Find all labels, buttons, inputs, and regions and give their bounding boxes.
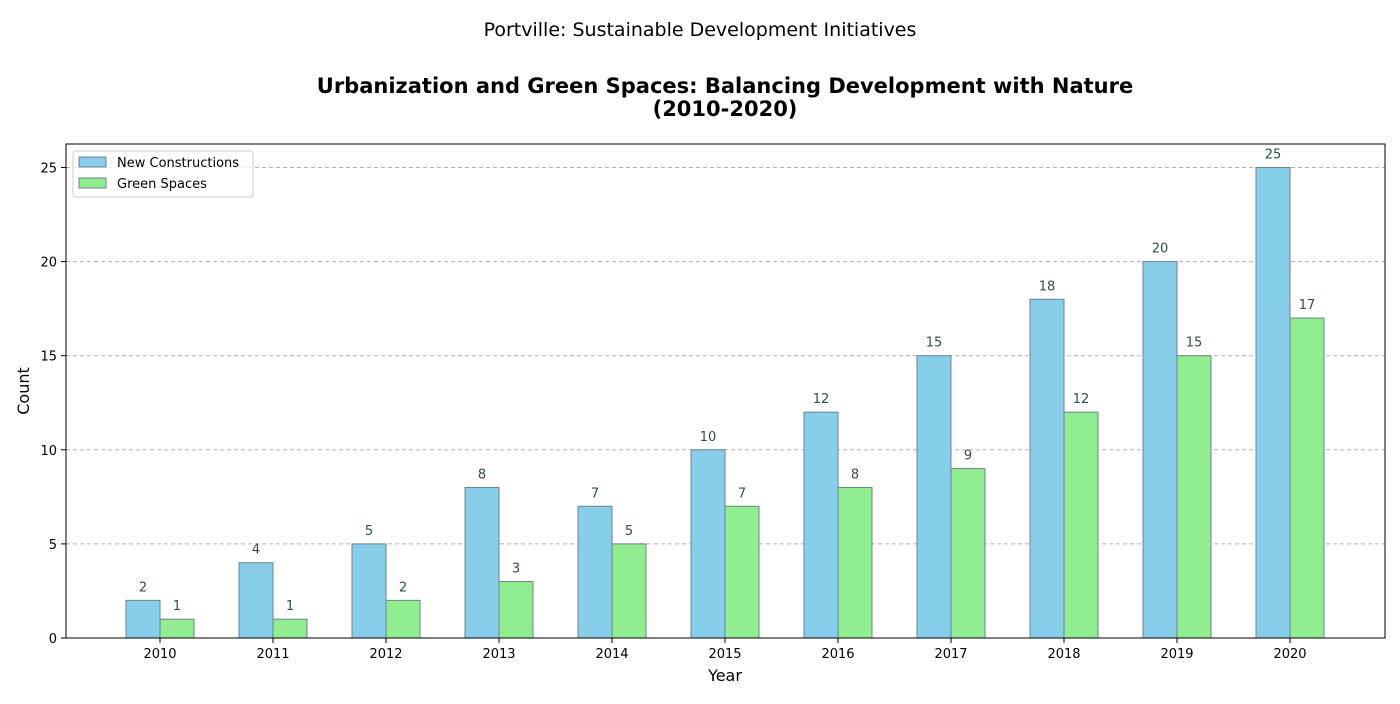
data-label: 8 xyxy=(851,467,859,482)
bar-green-spaces xyxy=(1176,355,1212,639)
y-tick-label: 5 xyxy=(49,538,57,553)
bar-green-spaces xyxy=(724,505,760,639)
bar-new-constructions xyxy=(1255,167,1291,639)
x-tick-label: 2017 xyxy=(934,647,967,662)
bar-new-constructions xyxy=(916,355,952,639)
data-label: 10 xyxy=(700,430,717,445)
x-tick-label: 2015 xyxy=(708,647,741,662)
bar-green-spaces xyxy=(1063,411,1099,639)
y-tick-label: 0 xyxy=(49,632,57,647)
data-label: 2 xyxy=(399,580,407,595)
bar-new-constructions xyxy=(464,486,500,639)
data-label: 5 xyxy=(365,524,373,539)
data-label: 1 xyxy=(286,599,294,614)
bars xyxy=(125,167,1325,639)
bar-new-constructions xyxy=(577,505,613,639)
bar-new-constructions xyxy=(238,562,274,639)
chart-title-line2: (2010-2020) xyxy=(653,97,798,121)
y-tick-label: 25 xyxy=(40,162,57,177)
data-label: 7 xyxy=(738,486,746,501)
x-tick-label: 2016 xyxy=(821,647,854,662)
bar-green-spaces xyxy=(1289,317,1325,639)
bar-green-spaces xyxy=(498,581,534,639)
x-tick-label: 2018 xyxy=(1047,647,1080,662)
x-axis-label: Year xyxy=(707,666,742,685)
data-label: 15 xyxy=(926,336,943,351)
legend-swatch-green-spaces xyxy=(78,177,107,189)
data-label: 2 xyxy=(139,580,147,595)
bar-new-constructions xyxy=(803,411,839,639)
data-label: 7 xyxy=(591,486,599,501)
data-label: 3 xyxy=(512,562,520,577)
bar-new-constructions xyxy=(1142,261,1178,639)
bar-green-spaces xyxy=(272,618,308,639)
y-axis-label: Count xyxy=(14,367,33,415)
bar-new-constructions xyxy=(1029,298,1065,639)
x-tick-label: 2010 xyxy=(143,647,176,662)
data-label: 8 xyxy=(478,467,486,482)
bar-green-spaces xyxy=(950,468,986,639)
y-tick-label: 15 xyxy=(40,350,57,365)
legend-swatch-new-constructions xyxy=(78,156,107,168)
x-tick-label: 2019 xyxy=(1160,647,1193,662)
x-tick-label: 2013 xyxy=(482,647,515,662)
bar-green-spaces xyxy=(159,618,195,639)
data-label: 4 xyxy=(252,543,260,558)
bar-new-constructions xyxy=(690,449,726,639)
data-label: 12 xyxy=(1073,392,1090,407)
data-label: 15 xyxy=(1186,336,1203,351)
legend-label-green-spaces: Green Spaces xyxy=(117,177,207,192)
bar-green-spaces xyxy=(385,599,421,639)
data-label: 9 xyxy=(964,449,972,464)
figure-suptitle: Portville: Sustainable Development Initi… xyxy=(484,19,917,41)
x-tick-label: 2011 xyxy=(256,647,289,662)
x-tick-label: 2020 xyxy=(1273,647,1306,662)
bar-new-constructions xyxy=(351,543,387,639)
y-tick-label: 10 xyxy=(40,444,57,459)
bar-green-spaces xyxy=(837,486,873,639)
data-label: 18 xyxy=(1039,279,1056,294)
legend: New Constructions Green Spaces xyxy=(72,150,254,198)
data-label: 20 xyxy=(1152,242,1169,257)
chart-title-line1: Urbanization and Green Spaces: Balancing… xyxy=(317,74,1133,98)
data-label: 1 xyxy=(173,599,181,614)
data-label: 5 xyxy=(625,524,633,539)
data-label: 17 xyxy=(1299,298,1316,313)
y-tick-label: 20 xyxy=(40,256,57,271)
x-tick-label: 2014 xyxy=(595,647,628,662)
bar-green-spaces xyxy=(611,543,647,639)
data-label: 12 xyxy=(813,392,830,407)
data-label: 25 xyxy=(1265,148,1282,163)
legend-frame xyxy=(72,150,254,198)
x-tick-label: 2012 xyxy=(369,647,402,662)
legend-label-new-constructions: New Constructions xyxy=(117,156,239,171)
bar-new-constructions xyxy=(125,599,161,639)
